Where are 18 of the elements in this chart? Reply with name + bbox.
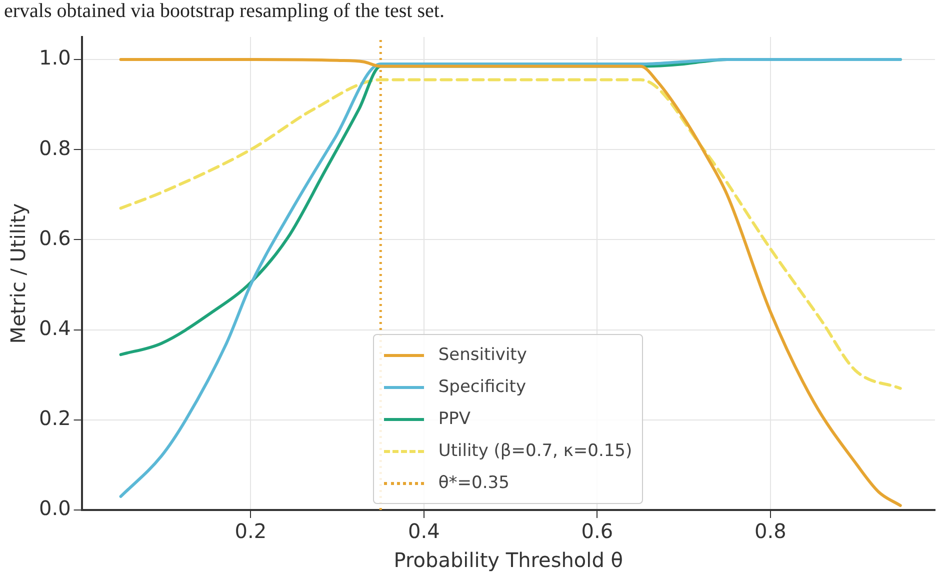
ref-line-label: θ*=0.35	[438, 473, 510, 493]
legend-label: Sensitivity	[438, 345, 527, 365]
x-axis-title: Probability Threshold θ	[394, 548, 624, 572]
text: ervals obtained via bootstrap resampling of the test set.	[4, 0, 444, 23]
y-tick-label: 0.8	[38, 136, 71, 160]
y-tick-label: 0.6	[38, 226, 71, 250]
y-tick-label: 0.0	[38, 496, 71, 520]
y-tick-label: 1.0	[38, 46, 71, 70]
legend-label: Utility (β=0.7, κ=0.15)	[438, 441, 632, 461]
legend-label: PPV	[438, 409, 471, 429]
x-tick-label: 0.8	[754, 519, 786, 544]
x-tick-label: 0.4	[408, 519, 440, 544]
y-tick-label: 0.2	[38, 406, 71, 430]
y-tick-label: 0.4	[38, 316, 71, 340]
x-tick-label: 0.2	[234, 519, 267, 544]
y-axis-title: Metric / Utility	[6, 203, 30, 344]
x-tick-label: 0.6	[581, 519, 614, 544]
legend-label: Specificity	[438, 377, 526, 397]
